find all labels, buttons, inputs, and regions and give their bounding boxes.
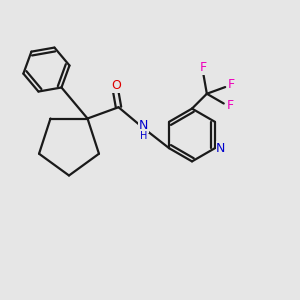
Text: H: H [140,131,147,142]
Text: F: F [199,61,206,74]
Text: N: N [139,119,148,133]
Text: F: F [228,78,235,91]
Text: N: N [216,142,226,155]
Text: O: O [111,79,121,92]
Text: F: F [227,98,234,112]
